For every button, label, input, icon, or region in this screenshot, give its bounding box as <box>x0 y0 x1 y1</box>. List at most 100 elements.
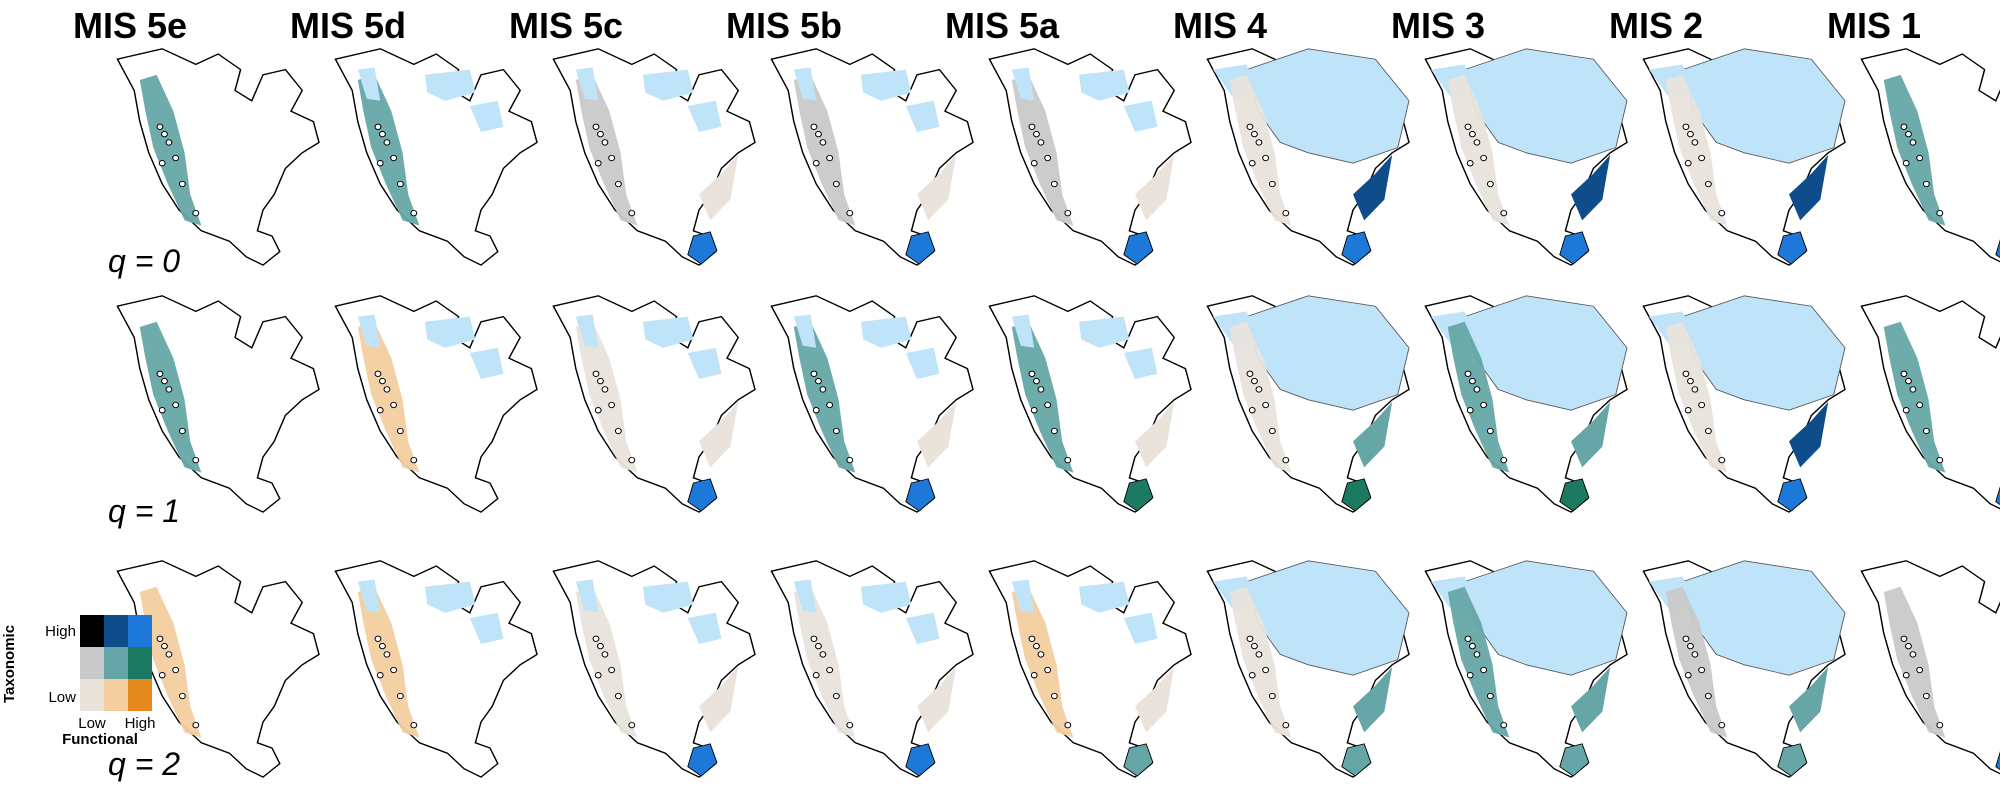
range <box>139 74 202 226</box>
site <box>1718 456 1726 464</box>
site <box>156 123 164 130</box>
range <box>1123 743 1154 777</box>
range <box>1665 586 1728 738</box>
site <box>1282 721 1290 729</box>
site <box>1922 692 1930 700</box>
range <box>1559 743 1590 777</box>
site <box>1028 635 1036 642</box>
site <box>594 672 602 679</box>
ice-sheet <box>1682 295 1846 411</box>
range <box>1135 401 1175 468</box>
range <box>1995 486 2000 506</box>
site <box>1480 154 1488 162</box>
site <box>1909 139 1917 146</box>
site <box>1480 666 1488 674</box>
ice-sheet <box>1011 579 1035 613</box>
site <box>1936 209 1944 217</box>
site <box>1262 154 1270 162</box>
ice-sheet <box>1011 67 1035 101</box>
site <box>1905 377 1912 385</box>
map-panel <box>988 295 1192 513</box>
site <box>1682 123 1690 130</box>
range <box>917 154 957 221</box>
site <box>592 635 600 642</box>
range <box>905 231 936 265</box>
legend-label: High <box>45 623 76 640</box>
site <box>374 370 382 377</box>
ice-sheet <box>643 581 694 613</box>
site <box>156 370 164 377</box>
site <box>1900 370 1908 377</box>
site <box>601 651 609 658</box>
site <box>1466 407 1474 414</box>
site <box>1044 154 1052 162</box>
ice-sheet <box>425 69 476 101</box>
site <box>172 401 180 409</box>
legend-swatch <box>128 615 152 647</box>
site <box>592 123 600 130</box>
site <box>815 642 822 650</box>
ice-sheet <box>357 67 381 101</box>
site <box>812 407 820 414</box>
site <box>165 139 173 146</box>
range <box>1789 154 1829 221</box>
map-panel <box>334 48 538 266</box>
range <box>1789 401 1829 468</box>
site <box>810 123 818 130</box>
site <box>1480 401 1488 409</box>
site <box>1486 427 1494 435</box>
site <box>1064 456 1072 464</box>
site <box>597 642 604 650</box>
range <box>1777 743 1808 777</box>
site <box>810 635 818 642</box>
range <box>1353 666 1393 733</box>
site <box>1246 635 1254 642</box>
ice-sheet <box>575 579 599 613</box>
site <box>1704 692 1712 700</box>
site <box>1902 160 1910 167</box>
range <box>1341 478 1372 512</box>
site <box>1902 672 1910 679</box>
site <box>1687 642 1694 650</box>
site <box>1684 160 1692 167</box>
site <box>1030 160 1038 167</box>
site <box>1682 370 1690 377</box>
ice-sheet <box>793 67 817 101</box>
row-label: q = 2 <box>108 746 180 782</box>
range <box>699 154 739 221</box>
ice-sheet <box>1246 48 1410 164</box>
site <box>1687 130 1694 138</box>
range <box>699 666 739 733</box>
site <box>1900 123 1908 130</box>
site <box>383 139 391 146</box>
column-title: MIS 5e <box>73 5 187 46</box>
site <box>826 401 834 409</box>
site <box>1037 139 1045 146</box>
site <box>1037 651 1045 658</box>
site <box>1900 635 1908 642</box>
range <box>793 586 856 738</box>
ice-sheet <box>1123 612 1158 644</box>
site <box>161 130 168 138</box>
site <box>396 180 404 188</box>
range <box>1229 74 1292 226</box>
site <box>1037 386 1045 393</box>
range <box>139 321 202 473</box>
site <box>1704 180 1712 188</box>
site <box>1030 407 1038 414</box>
column-title: MIS 5a <box>945 5 1060 46</box>
ice-sheet <box>861 316 912 348</box>
map-panel <box>1206 48 1410 266</box>
site <box>1500 721 1508 729</box>
map-panel <box>116 48 320 266</box>
site <box>608 154 616 162</box>
site <box>390 401 398 409</box>
site <box>1486 180 1494 188</box>
map-panel <box>1424 48 1628 266</box>
row-label: q = 0 <box>108 243 180 279</box>
site <box>1473 386 1481 393</box>
ice-sheet <box>425 316 476 348</box>
map-panel <box>552 48 756 266</box>
site <box>383 386 391 393</box>
